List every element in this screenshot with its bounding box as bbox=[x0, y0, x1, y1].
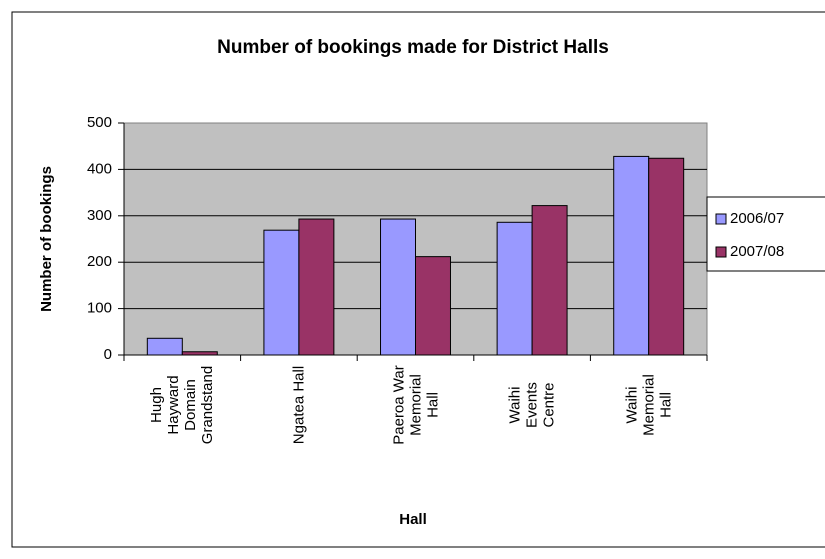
x-axis-label: Hall bbox=[399, 511, 427, 528]
legend-swatch bbox=[715, 246, 727, 258]
y-tick-label: 500 bbox=[87, 114, 112, 131]
y-tick-label: 100 bbox=[87, 300, 112, 317]
x-tick-label: Waihi Events Centre bbox=[506, 382, 558, 428]
x-tick-label: Hugh Hayward Domain Grandstand bbox=[148, 365, 217, 445]
bar bbox=[146, 337, 183, 356]
y-tick-label: 400 bbox=[87, 160, 112, 177]
x-tick-label: Paeroa War Memorial Hall bbox=[390, 365, 441, 445]
bar bbox=[415, 256, 451, 356]
legend-label: 2007/08 bbox=[730, 243, 784, 260]
chart-title: Number of bookings made for District Hal… bbox=[217, 37, 609, 58]
y-tick-label: 200 bbox=[87, 253, 112, 270]
y-axis-label: Number of bookings bbox=[38, 166, 55, 312]
bar bbox=[263, 229, 300, 356]
legend-label: 2006/07 bbox=[730, 210, 784, 227]
bar bbox=[380, 218, 416, 356]
y-tick-label: 0 bbox=[104, 346, 112, 363]
x-tick-label: Ngatea Hall bbox=[290, 365, 308, 445]
bar bbox=[496, 221, 533, 356]
bar bbox=[531, 205, 568, 356]
bar bbox=[613, 155, 650, 356]
legend-swatch bbox=[715, 213, 727, 225]
bar bbox=[648, 157, 685, 356]
y-tick-label: 300 bbox=[87, 207, 112, 224]
x-tick-label: Waihi Memorial Hall bbox=[623, 374, 675, 436]
bar bbox=[181, 351, 218, 356]
bar bbox=[298, 218, 335, 356]
legend-box bbox=[706, 196, 825, 272]
